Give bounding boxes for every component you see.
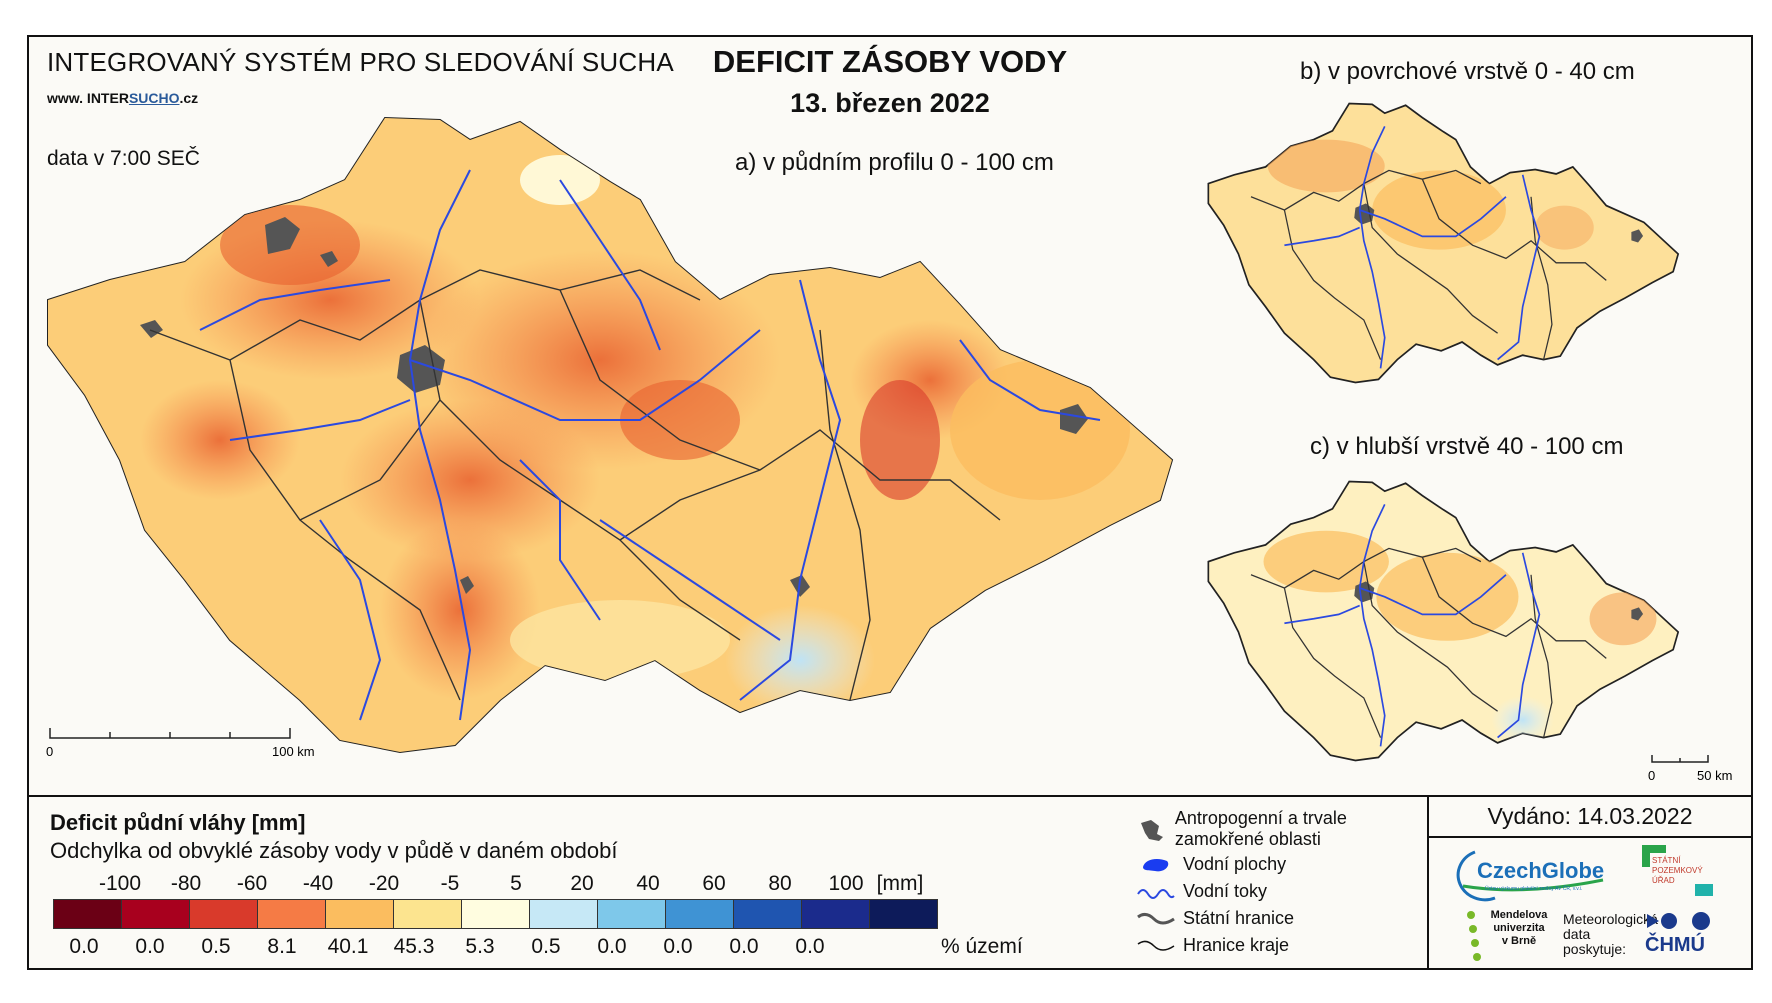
issue-box [1427,795,1755,970]
mendel-line2: univerzita [1493,922,1545,934]
colorbar-break-label: 60 [702,872,726,895]
website-link[interactable]: www. INTERSUCHO.cz [47,90,198,106]
map-c [1207,480,1680,762]
colorbar-swatch [257,899,326,929]
map-a-label: a) v půdním profilu 0 - 100 cm [735,149,1054,176]
legend-rivers-label: Vodní toky [1183,881,1268,901]
percent-row: 0.0 0.0 0.5 8.1 40.1 45.3 5.3 0.5 0.0 0.0 0.0 0.0 [54,935,954,961]
colorbar-break-label: 40 [636,872,660,895]
colorbar-labels: -100 -80 -60 -40 -20 -5 5 20 40 60 80 100 [mm] [90,872,960,898]
map-legend: Antropogenní a trvale zamokřené oblasti … [1135,807,1435,959]
chmu-label: ČHMÚ [1645,934,1705,956]
meteo-line3: poskytuje: [1563,941,1627,957]
legend-title: Deficit půdní vláhy [mm] [50,810,306,835]
mendel-line1: Mendelova [1490,909,1548,921]
colorbar-break-label: -20 [368,872,400,895]
scale-small-start: 0 [1648,768,1655,783]
website-prefix: www. INTER [47,90,129,106]
map-b [1207,102,1680,384]
meteo-credit: Meteorologická data poskytuje: [1563,912,1658,957]
colorbar-break-label: 5 [510,872,522,895]
colorbar-break-label: -40 [302,872,334,895]
mendel-logo: Mendelova univerzita v Brně [1465,909,1560,967]
percent-value: 0.0 [795,935,825,958]
river-icon [1135,880,1177,904]
spu-label: STÁTNÍ POZEMKOVÝ ÚŘAD [1652,856,1703,885]
colorbar-unit: [mm] [876,872,924,895]
colorbar-swatch [53,899,122,929]
legend-region-border-label: Hranice kraje [1183,935,1290,955]
colorbar-swatch [393,899,462,929]
issue-divider [1427,836,1753,838]
colorbar-break-label: -60 [236,872,268,895]
colorbar-break-label: 80 [768,872,792,895]
legend-region-border: Hranice kraje [1135,932,1435,959]
map-b-label: b) v povrchové vrstvě 0 - 40 cm [1300,58,1635,85]
system-title: INTEGROVANÝ SYSTÉM PRO SLEDOVÁNÍ SUCHA [47,47,674,77]
legend-water: Vodní plochy [1135,851,1435,878]
percent-value: 0.0 [69,935,99,958]
czechglobe-sub: Ústav výzkumu globální změny AV ČR, v.v.… [1485,886,1583,892]
colorbar-swatch [665,899,734,929]
colorbar-break-label: 20 [570,872,594,895]
legend-subtitle: Odchylka od obvyklé zásoby vody v půdě v… [50,838,618,863]
colorbar-break-label: -100 [98,872,142,895]
legend-water-label: Vodní plochy [1183,854,1287,874]
chmu-logo: ČHMÚ [1645,910,1720,965]
legend-rivers: Vodní toky [1135,878,1435,905]
website-suffix: .cz [179,90,199,106]
percent-value: 0.5 [201,935,231,958]
percent-value: 0.0 [663,935,693,958]
water-body-icon [1135,853,1177,877]
percent-value: 8.1 [267,935,297,958]
czechglobe-label: CzechGlobe [1477,858,1605,883]
colorbar-swatch [529,899,598,929]
percent-value: 45.3 [393,935,435,958]
percent-value: 0.0 [135,935,165,958]
legend-separator [27,795,1753,797]
spu-logo: STÁTNÍ POZEMKOVÝ ÚŘAD [1640,843,1720,898]
scale-small-end: 50 km [1697,768,1732,783]
urban-icon [1135,817,1169,841]
colorbar-swatch [189,899,258,929]
meteo-line2: data [1563,926,1591,942]
percent-unit: % území [941,935,1023,958]
mendel-line3: v Brně [1501,935,1537,947]
legend-state-border-label: Státní hranice [1183,908,1295,928]
scale-main-start: 0 [46,744,53,759]
colorbar-swatch [597,899,666,929]
percent-value: 0.0 [729,935,759,958]
percent-value: 0.5 [531,935,561,958]
colorbar-swatch [801,899,870,929]
map-c-label: c) v hlubší vrstvě 40 - 100 cm [1310,433,1624,460]
legend-urban-label: Antropogenní a trvale zamokřené oblasti [1174,808,1347,849]
czechglobe-logo: CzechGlobe Ústav výzkumu globální změny … [1455,846,1610,904]
colorbar-break-label: 100 [828,872,864,895]
maps-layer: 0 100 km [46,102,1732,783]
main-title: DEFICIT ZÁSOBY VODY [712,44,1068,79]
map-a [47,117,1173,753]
scale-bar-small [1651,755,1709,763]
issued-date: Vydáno: 14.03.2022 [1487,803,1693,829]
main-date: 13. březen 2022 [790,88,990,118]
colorbar-swatch [869,899,938,929]
colorbar-break-label: -80 [170,872,202,895]
percent-value: 0.0 [597,935,627,958]
colorbar [53,899,938,929]
meteo-line1: Meteorologická [1563,911,1658,927]
region-border-icon [1135,934,1177,958]
scale-main-end: 100 km [272,744,315,759]
percent-value: 40.1 [327,935,369,958]
percent-value: 5.3 [465,935,495,958]
legend-state-border: Státní hranice [1135,905,1435,932]
website-highlight: SUCHO [128,90,180,106]
legend-urban: Antropogenní a trvale zamokřené oblasti [1135,807,1435,851]
colorbar-swatch [121,899,190,929]
colorbar-swatch [461,899,530,929]
state-border-icon [1135,907,1177,931]
colorbar-swatch [325,899,394,929]
data-time: data v 7:00 SEČ [47,147,200,170]
colorbar-swatch [733,899,802,929]
colorbar-break-label: -5 [440,872,460,895]
